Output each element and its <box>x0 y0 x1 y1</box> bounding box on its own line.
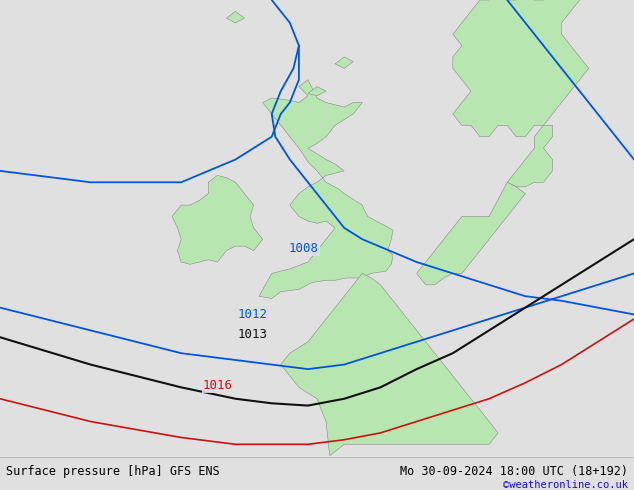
Polygon shape <box>417 182 526 285</box>
Text: 1012: 1012 <box>238 308 268 321</box>
Text: ©weatheronline.co.uk: ©weatheronline.co.uk <box>503 480 628 490</box>
Polygon shape <box>226 11 245 23</box>
Polygon shape <box>308 87 326 96</box>
Polygon shape <box>335 57 353 69</box>
Text: Surface pressure [hPa] GFS ENS: Surface pressure [hPa] GFS ENS <box>6 465 220 478</box>
Polygon shape <box>259 80 393 298</box>
Polygon shape <box>453 0 589 137</box>
Text: 1016: 1016 <box>203 379 233 392</box>
Text: 1008: 1008 <box>288 242 318 255</box>
Polygon shape <box>281 273 498 456</box>
Polygon shape <box>172 175 262 264</box>
Text: 1013: 1013 <box>238 328 268 342</box>
Text: Mo 30-09-2024 18:00 UTC (18+192): Mo 30-09-2024 18:00 UTC (18+192) <box>399 465 628 478</box>
Polygon shape <box>507 125 552 187</box>
